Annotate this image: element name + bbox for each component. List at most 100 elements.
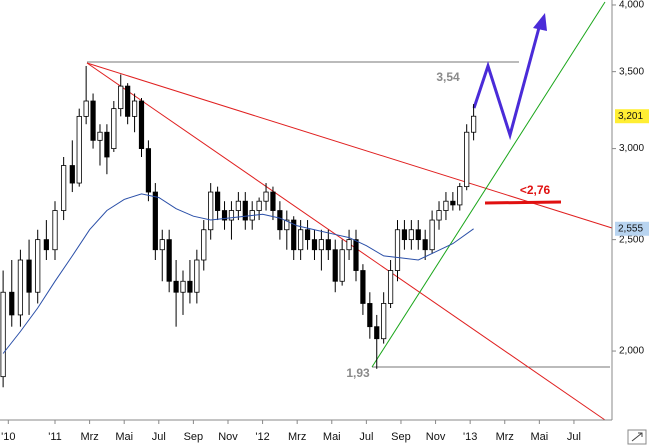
candle-body — [76, 115, 82, 184]
candle-body — [228, 210, 235, 221]
candle-body — [464, 131, 470, 188]
resize-glyph — [631, 432, 643, 442]
candle-body — [35, 239, 41, 293]
candle — [104, 124, 110, 175]
candle-body — [360, 270, 366, 304]
y-tick-label: 2,500 — [619, 234, 644, 245]
x-tick-label: Mrz — [288, 431, 306, 443]
candle-body — [387, 270, 394, 304]
candle-body — [83, 100, 89, 117]
candle-body — [401, 229, 408, 241]
candle — [270, 186, 276, 221]
candle — [235, 192, 241, 221]
candle — [201, 220, 207, 271]
last-value-box — [615, 221, 649, 236]
candle-body — [277, 210, 283, 231]
y-tick-label: 3,000 — [619, 143, 644, 154]
x-tick-label: '10 — [1, 431, 15, 443]
candle — [111, 101, 117, 152]
x-tick-label: Nov — [426, 431, 446, 443]
candle-body — [415, 229, 421, 241]
candle — [457, 183, 463, 211]
candle-body — [208, 191, 214, 231]
candle-body — [298, 229, 304, 251]
candle-body — [450, 200, 456, 206]
candle — [263, 183, 269, 211]
candle — [166, 229, 172, 293]
candle — [325, 229, 331, 261]
x-tick-label: Mrz — [496, 431, 514, 443]
forecast-arrow — [472, 23, 542, 141]
candle — [194, 249, 200, 304]
candle — [26, 239, 32, 315]
candle-body — [138, 100, 145, 150]
candle-body — [256, 200, 262, 211]
candle-body — [339, 249, 345, 282]
candle-body — [111, 108, 117, 150]
x-tick-label: Jul — [567, 431, 581, 443]
candle-body — [353, 239, 359, 271]
candle — [69, 140, 75, 193]
candle — [242, 192, 248, 230]
y-tick-label: 3,500 — [619, 66, 644, 77]
candle-body — [173, 280, 179, 293]
drawings — [86, 1, 613, 421]
candle — [76, 108, 82, 187]
candle-body — [367, 303, 373, 328]
candle-body — [221, 210, 228, 221]
candle — [415, 220, 421, 250]
plot — [0, 65, 477, 388]
candle-body — [131, 100, 138, 117]
candle — [228, 201, 235, 240]
candle — [450, 192, 456, 211]
candle — [464, 124, 470, 191]
candle-body — [145, 148, 152, 193]
candle — [394, 220, 401, 282]
candle — [304, 220, 311, 250]
x-tick-label: Sep — [184, 431, 204, 443]
candle — [374, 314, 380, 369]
candle — [180, 270, 186, 315]
candle — [360, 264, 366, 315]
candle — [138, 97, 145, 157]
candle — [9, 260, 15, 327]
candle-body — [443, 200, 449, 211]
candle — [353, 229, 359, 282]
candle-body — [97, 131, 103, 141]
x-tick-label: Mrz — [80, 431, 98, 443]
x-tick-label: Jul — [152, 431, 166, 443]
candle-body — [215, 191, 221, 211]
x-tick-label: Sep — [391, 431, 411, 443]
low-annotation: 1,93 — [346, 366, 370, 380]
x-tick-label: Mai — [323, 431, 341, 443]
candle-body — [284, 219, 290, 231]
x-tick-label: '12 — [255, 431, 269, 443]
candle — [83, 65, 89, 125]
candle — [277, 201, 283, 240]
candle — [221, 201, 228, 230]
candle — [311, 229, 318, 261]
candle-body — [104, 131, 110, 158]
candle-body — [311, 239, 318, 251]
candle — [125, 83, 131, 125]
candle — [0, 270, 6, 388]
candle-body — [436, 210, 442, 221]
candle — [387, 260, 394, 309]
candle-body — [61, 165, 67, 211]
candle-body — [242, 200, 248, 221]
candle — [131, 93, 138, 133]
x-tick-label: Jul — [359, 431, 373, 443]
candle — [346, 229, 352, 261]
candle — [436, 201, 442, 230]
candle-body — [166, 239, 172, 282]
x-tick-label: Mai — [530, 431, 548, 443]
uptrend-line — [371, 1, 606, 368]
candle — [291, 216, 297, 261]
x-tick-label: Mai — [115, 431, 133, 443]
candle — [118, 74, 124, 117]
target-annotation: <2,76 — [520, 183, 551, 197]
y-tick-label: 2,000 — [619, 346, 644, 357]
candle-body — [394, 229, 401, 271]
x-tick-label: '13 — [463, 431, 477, 443]
